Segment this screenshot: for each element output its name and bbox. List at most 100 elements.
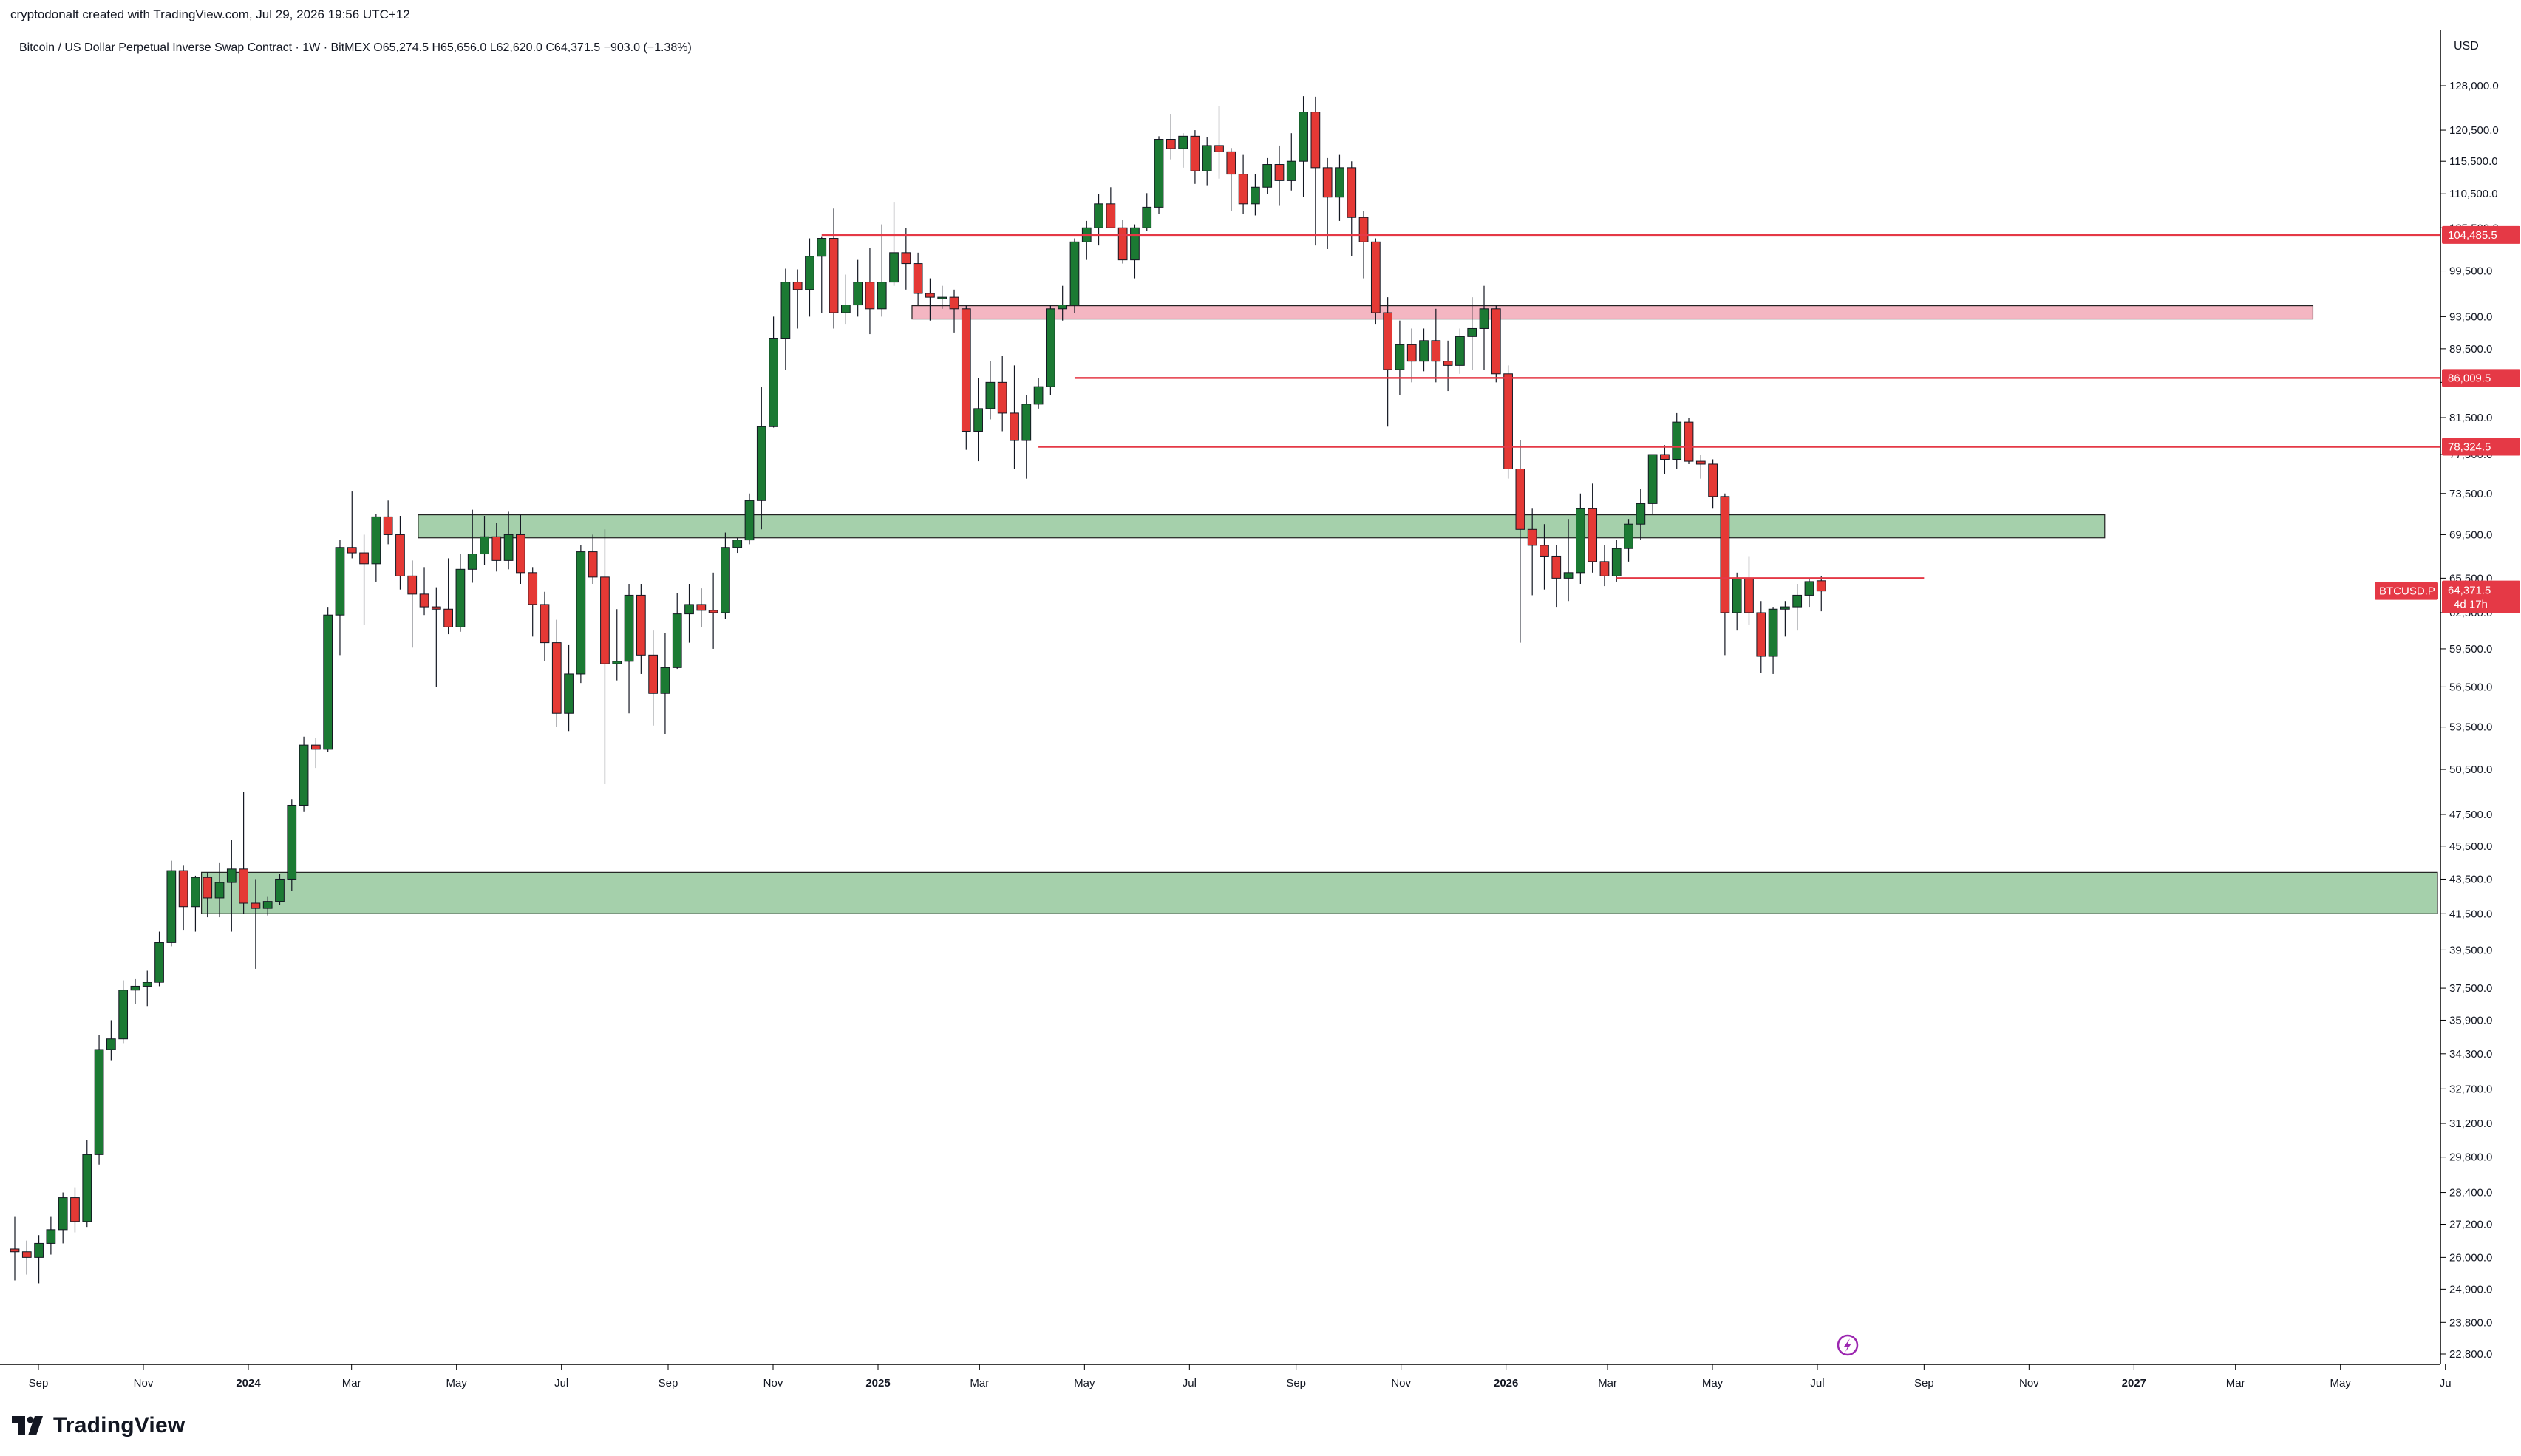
candle-body (756, 426, 766, 501)
candle-body (503, 534, 514, 561)
candle-body (1792, 594, 1803, 608)
candle-body (191, 877, 200, 908)
candle-body (877, 282, 887, 310)
price-tick-label: 56,500.0 (2449, 681, 2492, 693)
candle-body (94, 1049, 104, 1155)
last-price-badge (2442, 580, 2520, 613)
price-tick-label: 99,500.0 (2449, 265, 2492, 278)
candle-body (1624, 523, 1633, 549)
time-tick-label: Mar (1598, 1377, 1617, 1389)
price-tick-label: 28,400.0 (2449, 1187, 2492, 1200)
price-tick-label: 120,500.0 (2449, 124, 2499, 137)
candle-body (1033, 386, 1044, 405)
candle-body (1190, 135, 1200, 171)
tradingview-brand[interactable]: TradingView (12, 1413, 185, 1438)
candle-body (528, 572, 538, 605)
price-level-label: 104,485.5 (2448, 229, 2497, 242)
candle-body (1491, 308, 1501, 375)
candle-body (696, 604, 707, 611)
candle-body (1238, 174, 1248, 205)
candle-body (1540, 545, 1549, 557)
candle-body (732, 540, 743, 548)
price-tick-label: 89,500.0 (2449, 343, 2492, 356)
candle-body (1575, 508, 1585, 574)
candle-body (347, 547, 357, 554)
candle-body (203, 877, 213, 899)
candle-body (1406, 344, 1417, 362)
price-tick-label: 93,500.0 (2449, 310, 2492, 323)
candle-body (1455, 336, 1465, 366)
symbol-tag-badge (2375, 582, 2438, 600)
price-tick-label: 45,500.0 (2449, 840, 2492, 853)
candle-body (226, 868, 237, 883)
candle-body (1347, 167, 1357, 218)
candle-body (1780, 606, 1790, 610)
candle-body (1166, 139, 1176, 149)
symbol-ohlc-legend: Bitcoin / US Dollar Perpetual Inverse Sw… (19, 41, 692, 54)
time-tick-label: Mar (342, 1377, 361, 1389)
candle-body (840, 305, 851, 313)
candle-body (1443, 361, 1453, 366)
candle-body (130, 985, 140, 991)
candle-body (937, 296, 947, 299)
candle-body (455, 568, 466, 627)
price-tick-label: 53,500.0 (2449, 721, 2492, 734)
time-tick-label: Mar (970, 1377, 989, 1389)
price-tick-label: 26,000.0 (2449, 1251, 2492, 1264)
candle-body (780, 282, 791, 339)
candle-body (1310, 112, 1321, 169)
candle-body (1142, 206, 1152, 228)
candle-body (1527, 528, 1537, 546)
price-tick-label: 115,500.0 (2449, 155, 2498, 168)
candle-body (829, 238, 839, 313)
price-tick-label: 47,500.0 (2449, 809, 2492, 821)
candle-body (516, 534, 525, 574)
candle-body (287, 804, 297, 880)
currency-label[interactable]: USD (2454, 40, 2479, 52)
candle-body (817, 238, 827, 257)
candle-body (672, 613, 682, 668)
candle-body (166, 870, 177, 943)
chart-caption: cryptodonalt created with TradingView.co… (10, 7, 410, 21)
time-tick-label: Sep (1286, 1377, 1306, 1389)
candle-body (1479, 308, 1489, 329)
price-tick-label: 23,800.0 (2449, 1316, 2492, 1329)
candle-body (1322, 167, 1333, 198)
price-tick-label: 37,500.0 (2449, 982, 2492, 995)
candle-body (1106, 203, 1116, 228)
candle-body (588, 551, 598, 578)
candle-body (1130, 227, 1140, 261)
candle-body (973, 408, 983, 432)
time-tick-label: Ju (2440, 1377, 2452, 1389)
candle-body (1816, 580, 1826, 592)
candle-body (1515, 468, 1525, 530)
candle-body (1768, 608, 1778, 657)
candle-body (1094, 203, 1103, 228)
candle-body (1299, 112, 1308, 162)
time-tick-label: Nov (763, 1377, 783, 1389)
candle-body (660, 667, 670, 694)
candle-body (335, 547, 345, 616)
candle-body (1021, 404, 1032, 441)
candle-body (564, 673, 574, 714)
candle-body (1370, 241, 1381, 313)
candle-body (985, 381, 996, 409)
price-tick-label: 34,300.0 (2449, 1048, 2492, 1061)
candle-body (600, 576, 610, 664)
countdown-label: 4d 17h (2454, 599, 2488, 611)
candle-body (805, 256, 814, 290)
candle-body (1708, 463, 1718, 497)
candle-body (34, 1242, 44, 1258)
price-tick-label: 32,700.0 (2449, 1083, 2492, 1095)
time-tick-label: 2027 (2122, 1377, 2146, 1389)
price-tick-label: 110,500.0 (2449, 188, 2498, 200)
candle-body (1588, 508, 1598, 562)
candle-body (1274, 164, 1285, 181)
candle-body (1431, 340, 1441, 362)
price-level-badge (2442, 438, 2520, 456)
candle-body (1720, 496, 1730, 613)
candle-body (431, 606, 441, 610)
price-tick-label: 29,800.0 (2449, 1151, 2492, 1164)
candle-body (540, 604, 550, 644)
